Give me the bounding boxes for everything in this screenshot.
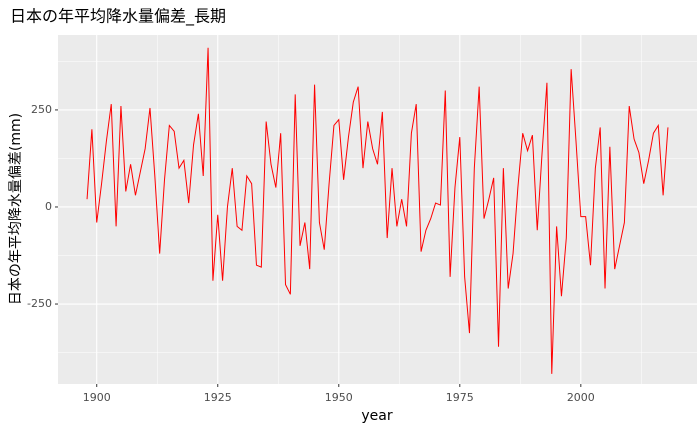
panel	[58, 35, 697, 384]
x-tick-label: 1950	[325, 391, 353, 404]
x-tick-label: 2000	[567, 391, 595, 404]
y-tick-label: -250	[27, 297, 52, 310]
y-tick-label: 250	[31, 103, 52, 116]
x-tick-label: 1925	[204, 391, 232, 404]
y-axis-label: 日本の年平均降水量偏差(mm)	[8, 113, 24, 305]
x-tick-label: 1975	[446, 391, 474, 404]
data-line	[86, 47, 669, 374]
chart-title: 日本の年平均降水量偏差_長期	[10, 7, 226, 27]
x-tick-label: 1900	[83, 391, 111, 404]
x-axis-label: year	[361, 408, 392, 424]
y-tick-label: 0	[45, 200, 52, 213]
